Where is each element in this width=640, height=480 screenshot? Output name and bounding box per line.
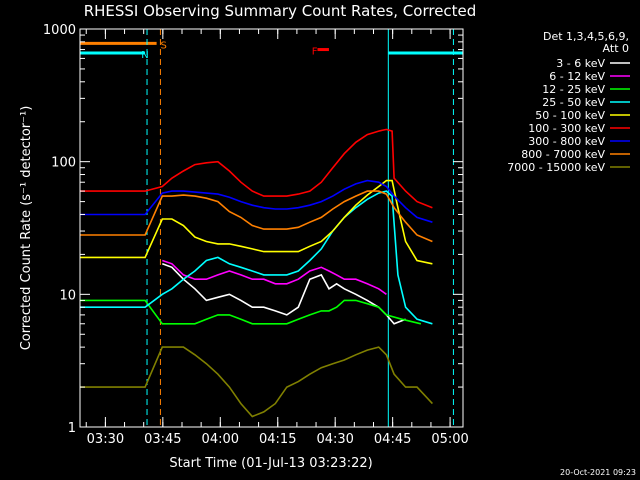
y-tick-label-2: 100 — [51, 156, 76, 171]
annotation-2: F — [312, 47, 318, 58]
annotation-1: N — [141, 50, 148, 61]
legend-label-8: 7000 - 15000 keV — [507, 161, 605, 174]
legend-header-1: Att 0 — [603, 42, 629, 55]
legend-label-5: 100 - 300 keV — [528, 122, 605, 135]
y-axis-label: Corrected Count Rate (s⁻¹ detector⁻¹) — [19, 106, 34, 351]
legend-label-3: 25 - 50 keV — [542, 96, 605, 109]
annotations: SN F — [141, 40, 317, 61]
series-line-2 — [80, 299, 422, 325]
series-line-8 — [80, 346, 433, 418]
series-line-5 — [80, 128, 433, 209]
x-tick-label-1: 03:45 — [144, 432, 181, 447]
x-tick-label-6: 05:00 — [431, 432, 468, 447]
plot-frame — [79, 28, 464, 428]
legend-label-1: 6 - 12 keV — [549, 70, 605, 83]
x-tick-label-2: 04:00 — [202, 432, 239, 447]
series-line-3 — [80, 190, 433, 325]
y-tick-label-0: 1 — [68, 421, 76, 436]
x-tick-label-5: 04:45 — [374, 432, 411, 447]
x-tick-label-3: 04:15 — [259, 432, 296, 447]
y-tick-label-1: 10 — [59, 288, 76, 303]
legend-label-7: 800 - 7000 keV — [521, 148, 605, 161]
series-line-0 — [162, 263, 406, 325]
footer-date: 20-Oct-2021 09:23 — [560, 468, 636, 477]
x-tick-label-4: 04:30 — [316, 432, 353, 447]
legend-label-2: 12 - 25 keV — [542, 83, 605, 96]
annotation-0: S — [161, 40, 167, 51]
x-axis-label: Start Time (01-Jul-13 03:23:22) — [169, 456, 372, 471]
series-line-7 — [80, 190, 433, 243]
y-axis: 1 10 100 1000 — [43, 23, 463, 436]
chart-title: RHESSI Observing Summary Count Rates, Co… — [84, 2, 477, 20]
x-axis: 03:30 03:45 04:00 04:15 04:30 04:45 05:00 — [85, 29, 469, 447]
series-lines — [80, 128, 433, 418]
y-tick-label-3: 1000 — [43, 23, 76, 38]
series-line-4 — [80, 179, 433, 265]
legend-label-0: 3 - 6 keV — [556, 57, 605, 70]
legend-label-4: 50 - 100 keV — [535, 109, 605, 122]
legend-label-6: 300 - 800 keV — [528, 135, 605, 148]
series-line-6 — [80, 179, 433, 223]
status-bars — [80, 41, 463, 55]
legend-header-0: Det 1,3,4,5,6,9, — [543, 30, 629, 43]
series-line-1 — [162, 259, 387, 295]
x-tick-label-0: 03:30 — [87, 432, 124, 447]
